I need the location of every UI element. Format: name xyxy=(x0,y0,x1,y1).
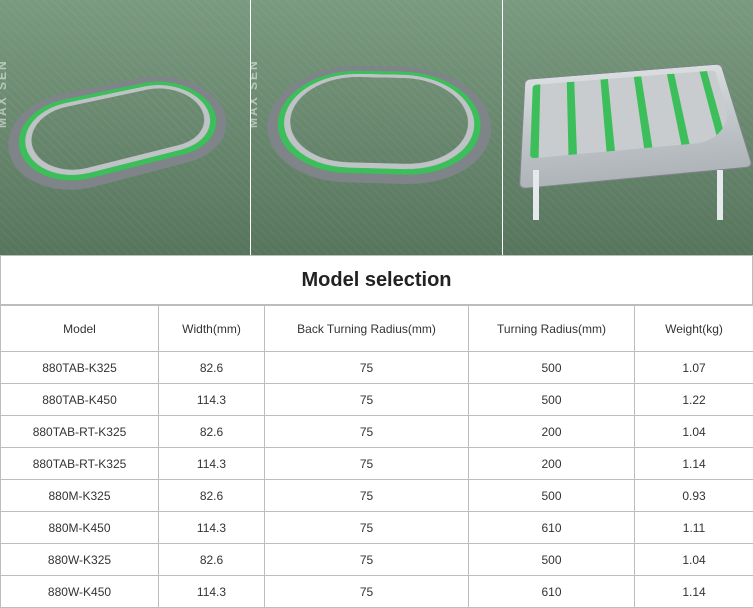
col-back-turning-radius: Back Turning Radius(mm) xyxy=(265,306,469,352)
cell-btr: 75 xyxy=(265,352,469,384)
cell-model: 880W-K325 xyxy=(1,544,159,576)
table-row: 880W-K325 82.6 75 500 1.04 xyxy=(1,544,753,576)
cell-tr: 500 xyxy=(469,480,635,512)
cell-btr: 75 xyxy=(265,512,469,544)
cell-model: 880TAB-RT-K325 xyxy=(1,448,159,480)
cell-btr: 75 xyxy=(265,544,469,576)
cell-width: 82.6 xyxy=(159,352,265,384)
cell-weight: 1.14 xyxy=(635,576,753,608)
model-table: Model Width(mm) Back Turning Radius(mm) … xyxy=(0,305,753,608)
cell-btr: 75 xyxy=(265,384,469,416)
cell-tr: 200 xyxy=(469,416,635,448)
product-image-2: MAX SEN xyxy=(251,0,501,255)
table-row: 880TAB-RT-K325 114.3 75 200 1.14 xyxy=(1,448,753,480)
cell-weight: 1.22 xyxy=(635,384,753,416)
table-header-row: Model Width(mm) Back Turning Radius(mm) … xyxy=(1,306,753,352)
cell-tr: 500 xyxy=(469,384,635,416)
col-model: Model xyxy=(1,306,159,352)
cell-width: 114.3 xyxy=(159,448,265,480)
cell-weight: 1.04 xyxy=(635,544,753,576)
model-selection-section: Model selection Model Width(mm) Back Tur… xyxy=(0,255,753,608)
cell-btr: 75 xyxy=(265,576,469,608)
cell-tr: 610 xyxy=(469,576,635,608)
cell-model: 880TAB-RT-K325 xyxy=(1,416,159,448)
cell-tr: 610 xyxy=(469,512,635,544)
table-body: 880TAB-K325 82.6 75 500 1.07 880TAB-K450… xyxy=(1,352,753,608)
cell-weight: 0.93 xyxy=(635,480,753,512)
watermark-text: MAX SEN xyxy=(0,59,9,128)
cell-weight: 1.11 xyxy=(635,512,753,544)
cell-weight: 1.07 xyxy=(635,352,753,384)
cell-width: 82.6 xyxy=(159,544,265,576)
cell-btr: 75 xyxy=(265,480,469,512)
cell-width: 114.3 xyxy=(159,576,265,608)
product-image-1: MAX SEN xyxy=(0,0,250,255)
cell-model: 880TAB-K325 xyxy=(1,352,159,384)
cell-btr: 75 xyxy=(265,416,469,448)
col-width: Width(mm) xyxy=(159,306,265,352)
cell-model: 880M-K450 xyxy=(1,512,159,544)
col-weight: Weight(kg) xyxy=(635,306,753,352)
product-image-3: MAX SEN xyxy=(503,0,753,255)
cell-model: 880W-K450 xyxy=(1,576,159,608)
cell-btr: 75 xyxy=(265,448,469,480)
cell-width: 82.6 xyxy=(159,416,265,448)
cell-model: 880M-K325 xyxy=(1,480,159,512)
table-row: 880M-K450 114.3 75 610 1.11 xyxy=(1,512,753,544)
cell-tr: 500 xyxy=(469,352,635,384)
cell-width: 114.3 xyxy=(159,512,265,544)
cell-weight: 1.14 xyxy=(635,448,753,480)
section-title: Model selection xyxy=(0,255,753,305)
col-turning-radius: Turning Radius(mm) xyxy=(469,306,635,352)
table-row: 880W-K450 114.3 75 610 1.14 xyxy=(1,576,753,608)
table-row: 880TAB-RT-K325 82.6 75 200 1.04 xyxy=(1,416,753,448)
table-row: 880M-K325 82.6 75 500 0.93 xyxy=(1,480,753,512)
cell-width: 82.6 xyxy=(159,480,265,512)
cell-model: 880TAB-K450 xyxy=(1,384,159,416)
machine-legs xyxy=(533,170,723,220)
watermark-text: MAX SEN xyxy=(251,59,260,128)
cell-tr: 500 xyxy=(469,544,635,576)
table-row: 880TAB-K325 82.6 75 500 1.07 xyxy=(1,352,753,384)
cell-width: 114.3 xyxy=(159,384,265,416)
cell-tr: 200 xyxy=(469,448,635,480)
product-images-row: MAX SEN MAX SEN MAX SEN xyxy=(0,0,753,255)
table-row: 880TAB-K450 114.3 75 500 1.22 xyxy=(1,384,753,416)
cell-weight: 1.04 xyxy=(635,416,753,448)
